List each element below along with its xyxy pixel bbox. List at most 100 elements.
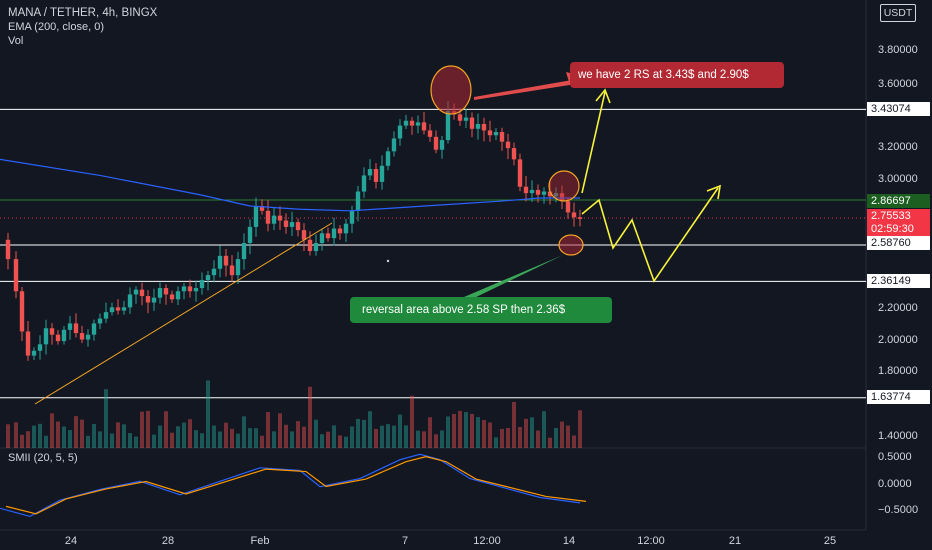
candle-body[interactable]: [403, 120, 409, 126]
candle-body[interactable]: [127, 294, 133, 308]
candle-body[interactable]: [553, 193, 559, 197]
candle-body[interactable]: [61, 329, 67, 342]
candle-body[interactable]: [577, 217, 583, 219]
candle-body[interactable]: [247, 226, 253, 243]
candle-body[interactable]: [181, 286, 187, 292]
candle-body[interactable]: [133, 289, 139, 295]
candle-body[interactable]: [343, 223, 349, 234]
candle-body[interactable]: [49, 328, 55, 335]
candle-body[interactable]: [565, 201, 571, 213]
candle-body[interactable]: [445, 111, 451, 141]
volume-legend[interactable]: Vol: [8, 35, 24, 47]
ema-legend[interactable]: EMA (200, close, 0): [8, 21, 104, 33]
candle-body[interactable]: [169, 294, 175, 300]
support-note[interactable]: reversal area above 2.58 SP then 2.36$: [350, 297, 612, 323]
candle-body[interactable]: [397, 125, 403, 139]
candle-body[interactable]: [25, 331, 31, 356]
candle-body[interactable]: [217, 255, 223, 269]
candle-body[interactable]: [235, 259, 241, 276]
resistance-highlight-ellipse-2[interactable]: [548, 170, 580, 202]
candle-body[interactable]: [319, 233, 325, 243]
ema-line[interactable]: [0, 158, 580, 212]
candle-body[interactable]: [301, 230, 307, 240]
candle-body[interactable]: [163, 288, 169, 295]
candle-body[interactable]: [109, 307, 115, 313]
candle-body[interactable]: [157, 288, 163, 298]
resistance-highlight-ellipse[interactable]: [430, 65, 472, 115]
candle-body[interactable]: [421, 122, 427, 131]
candle-body[interactable]: [13, 259, 19, 292]
candle-body[interactable]: [121, 307, 127, 311]
candle-body[interactable]: [283, 220, 289, 227]
candle-body[interactable]: [307, 239, 313, 252]
candle-body[interactable]: [277, 215, 283, 221]
candle-body[interactable]: [91, 323, 97, 335]
price-axis[interactable]: 3.80000 3.60000 3.20000 3.00000 2.20000 …: [866, 0, 932, 550]
candle-body[interactable]: [211, 268, 217, 276]
candle-body[interactable]: [85, 334, 91, 340]
candle-body[interactable]: [199, 279, 205, 289]
candle-body[interactable]: [289, 222, 295, 227]
candle-body[interactable]: [439, 140, 445, 150]
candle-body[interactable]: [391, 138, 397, 152]
candle-body[interactable]: [481, 123, 487, 131]
candle-body[interactable]: [505, 141, 511, 149]
candle-body[interactable]: [331, 228, 337, 239]
candle-body[interactable]: [487, 130, 493, 136]
candle-body[interactable]: [259, 206, 265, 211]
candle-body[interactable]: [337, 228, 343, 234]
candle-body[interactable]: [103, 312, 109, 319]
candle-body[interactable]: [523, 186, 529, 194]
candle-body[interactable]: [31, 350, 37, 356]
candle-body[interactable]: [463, 117, 469, 121]
candle-body[interactable]: [541, 191, 547, 195]
candle-body[interactable]: [223, 255, 229, 266]
candle-body[interactable]: [349, 210, 355, 224]
candle-body[interactable]: [379, 165, 385, 182]
support-highlight-ellipse[interactable]: [558, 234, 584, 256]
resistance-note[interactable]: we have 2 RS at 3.43$ and 2.90$: [570, 62, 784, 88]
candle-body[interactable]: [175, 291, 181, 300]
candle-body[interactable]: [43, 328, 49, 345]
candle-body[interactable]: [499, 132, 505, 142]
candle-body[interactable]: [373, 169, 379, 182]
candle-body[interactable]: [511, 148, 517, 160]
candle-body[interactable]: [367, 169, 373, 176]
candle-body[interactable]: [271, 215, 277, 224]
candle-body[interactable]: [415, 122, 421, 126]
candle-body[interactable]: [19, 291, 25, 332]
candle-body[interactable]: [517, 159, 523, 187]
candle-body[interactable]: [205, 275, 211, 280]
candle-body[interactable]: [37, 344, 43, 351]
candle-body[interactable]: [151, 297, 157, 303]
candle-body[interactable]: [73, 323, 79, 334]
candle-body[interactable]: [535, 189, 541, 195]
candle-body[interactable]: [571, 212, 577, 218]
candle-body[interactable]: [115, 307, 121, 311]
candle-body[interactable]: [295, 222, 301, 231]
candle-body[interactable]: [475, 123, 481, 129]
candle-body[interactable]: [187, 286, 193, 292]
candle-body[interactable]: [469, 117, 475, 129]
candle-body[interactable]: [97, 318, 103, 324]
smii-legend[interactable]: SMII (20, 5, 5): [8, 452, 78, 464]
candle-body[interactable]: [547, 191, 553, 197]
candle-body[interactable]: [5, 239, 11, 260]
candle-body[interactable]: [79, 333, 85, 340]
candle-body[interactable]: [193, 288, 199, 292]
candle-body[interactable]: [529, 189, 535, 194]
candle-body[interactable]: [241, 243, 247, 260]
candle-body[interactable]: [265, 210, 271, 224]
currency-button[interactable]: USDT: [880, 4, 916, 22]
candle-body[interactable]: [493, 132, 499, 136]
projection-zigzag[interactable]: [581, 187, 719, 283]
candle-body[interactable]: [325, 233, 331, 239]
candle-body[interactable]: [427, 130, 433, 137]
candle-body[interactable]: [355, 191, 361, 211]
candle-body[interactable]: [361, 175, 367, 192]
trend-line[interactable]: [34, 222, 333, 405]
projection-up-arrow[interactable]: [581, 91, 606, 194]
candle-body[interactable]: [229, 265, 235, 276]
candle-body[interactable]: [55, 334, 61, 342]
